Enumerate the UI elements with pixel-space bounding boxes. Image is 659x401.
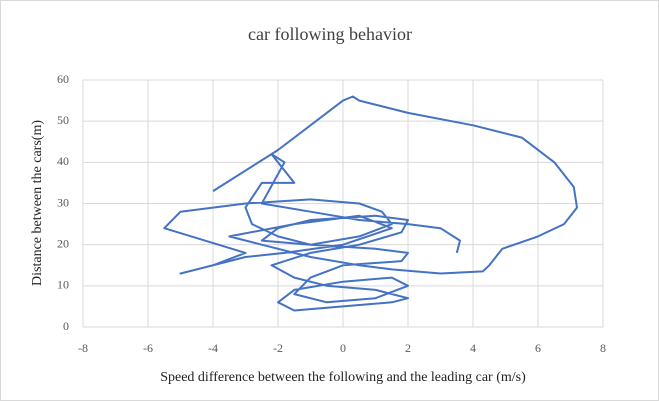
y-tick-label: 0 (63, 319, 69, 333)
y-tick-label: 40 (57, 154, 69, 168)
series-line (163, 95, 578, 312)
y-tick-label: 30 (57, 195, 69, 209)
x-tick-label: 2 (405, 341, 411, 355)
y-tick-label: 60 (57, 72, 69, 86)
y-tick-label: 20 (57, 236, 69, 250)
x-tick-label: 4 (470, 341, 476, 355)
x-tick-label: -6 (143, 341, 153, 355)
x-tick-label: 6 (535, 341, 541, 355)
x-axis-label: Speed difference between the following a… (160, 370, 526, 385)
x-tick-label: 0 (340, 341, 346, 355)
x-tick-label: -4 (208, 341, 218, 355)
x-tick-label: -8 (78, 341, 88, 355)
y-axis-label: Distance between the cars(m) (30, 120, 45, 286)
x-tick-label: 8 (600, 341, 606, 355)
chart-title: car following behavior (248, 24, 412, 44)
y-tick-label: 50 (57, 113, 69, 127)
y-tick-label: 10 (57, 278, 69, 292)
x-tick-label: -2 (273, 341, 283, 355)
